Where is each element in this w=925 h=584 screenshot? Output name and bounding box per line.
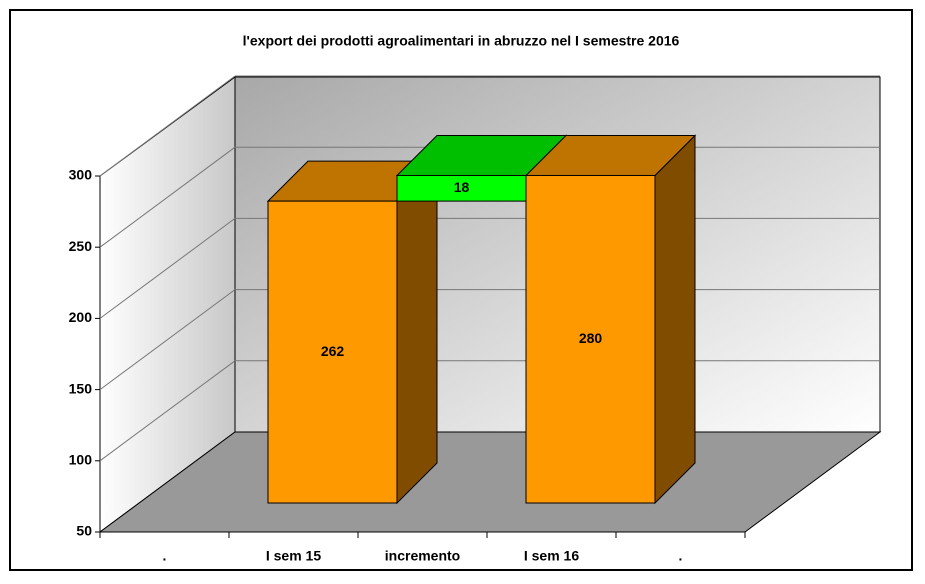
y-tick-label: 250 [69, 238, 93, 254]
bar [525, 174, 656, 504]
grid-line [99, 289, 236, 391]
grid-line [99, 360, 236, 462]
data-label: 280 [579, 330, 603, 346]
data-label: 262 [321, 343, 345, 359]
floor [98, 431, 882, 533]
grid-line [99, 75, 236, 177]
x-tick-label: I sem 15 [266, 548, 321, 564]
y-tick-label: 100 [69, 452, 93, 468]
x-tick-label: incremento [385, 548, 460, 564]
y-tick-label: 200 [69, 309, 93, 325]
chart-title: l'export dei prodotti agroalimentari in … [243, 33, 680, 49]
bar [267, 200, 398, 504]
x-tick-label: . [163, 548, 167, 564]
data-label: 18 [454, 179, 470, 195]
x-tick-label: I sem 16 [524, 548, 579, 564]
x-tick-label: . [679, 548, 683, 564]
bar-side [654, 134, 696, 505]
bar-side [396, 159, 438, 505]
grid-line [99, 217, 236, 319]
y-tick-label: 50 [76, 523, 92, 539]
bar [396, 174, 527, 202]
grid-line [99, 146, 236, 248]
y-tick-label: 150 [69, 380, 93, 396]
y-tick-label: 300 [69, 167, 93, 183]
